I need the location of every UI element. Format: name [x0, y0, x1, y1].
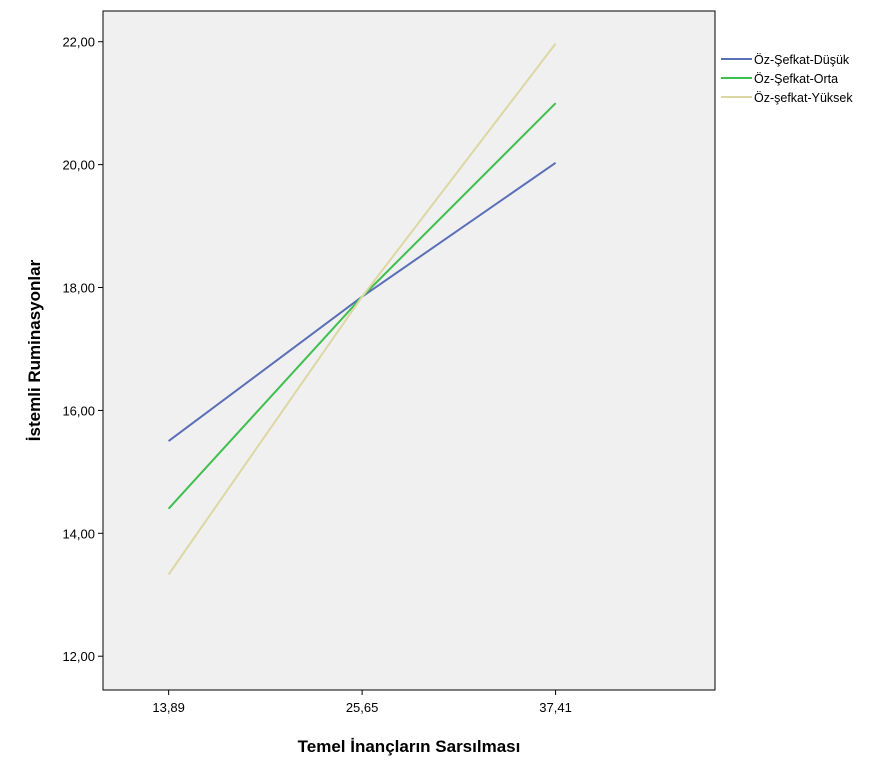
legend-label: Öz-Şefkat-Orta	[754, 72, 838, 86]
y-tick-label: 12,00	[62, 649, 95, 664]
legend: Öz-Şefkat-Düşük Öz-Şefkat-Orta Öz-şefkat-Y…	[721, 53, 853, 105]
plot-area	[102, 10, 716, 691]
y-axis-title: İstemli Ruminasyonlar	[25, 259, 44, 441]
y-axis: 12,00 14,00 16,00 18,00 20,00 22,00	[62, 35, 103, 664]
x-tick-label: 25,65	[346, 700, 379, 715]
x-axis: 13,89 25,65 37,41	[152, 690, 572, 715]
series-line-3	[167, 42, 557, 576]
x-tick-label: 13,89	[152, 700, 185, 715]
x-axis-title: Temel İnançların Sarsılması	[298, 737, 521, 756]
legend-label: Öz-şefkat-Yüksek	[754, 91, 853, 105]
legend-label: Öz-Şefkat-Düşük	[754, 53, 850, 67]
y-tick-label: 18,00	[62, 281, 95, 296]
y-tick-label: 14,00	[62, 526, 95, 541]
y-tick-label: 22,00	[62, 35, 95, 50]
y-tick-label: 20,00	[62, 158, 95, 173]
series-lines	[167, 42, 557, 576]
x-tick-label: 37,41	[539, 700, 572, 715]
y-tick-label: 16,00	[62, 403, 95, 418]
